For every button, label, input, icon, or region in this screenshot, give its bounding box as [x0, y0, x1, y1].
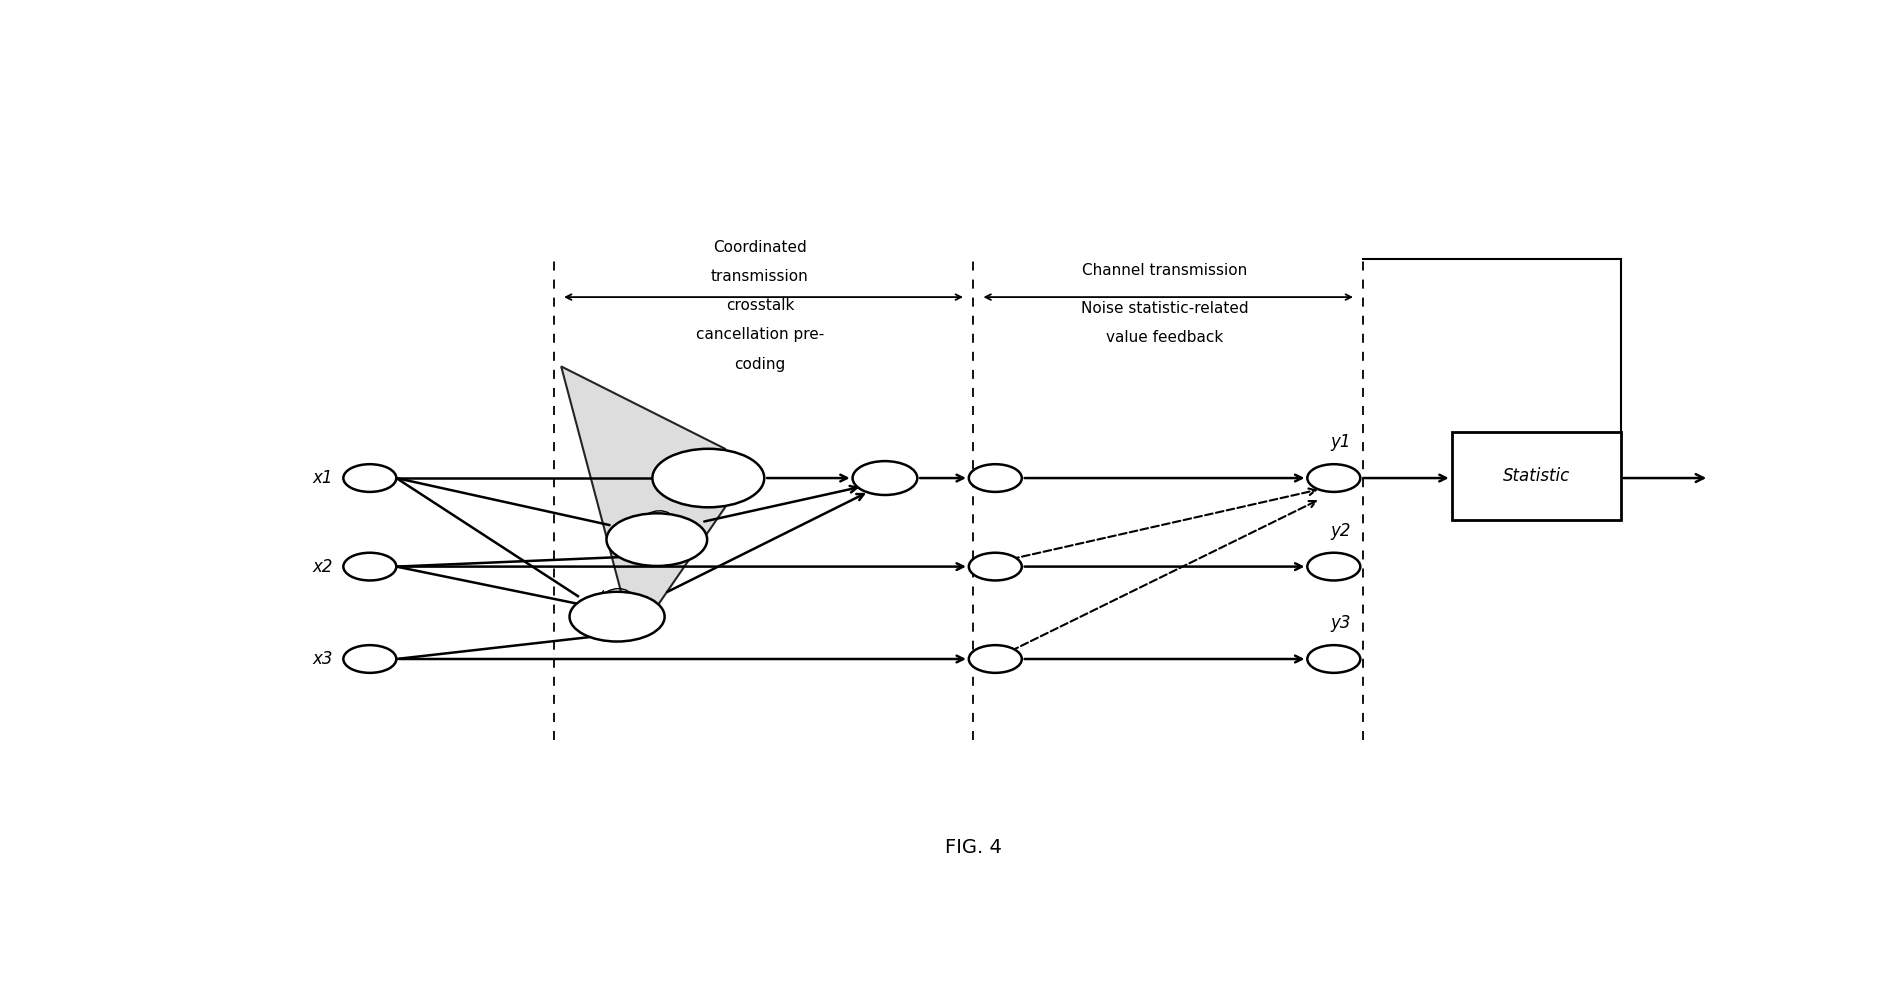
Circle shape — [1306, 553, 1359, 580]
Text: Channel transmission: Channel transmission — [1082, 263, 1247, 278]
Circle shape — [968, 645, 1021, 673]
Text: +: + — [877, 466, 892, 484]
Circle shape — [344, 553, 397, 580]
Circle shape — [344, 464, 397, 492]
Polygon shape — [562, 366, 725, 640]
Bar — [1450, 432, 1619, 520]
Text: Noise statistic-related: Noise statistic-related — [1080, 301, 1247, 316]
Text: w12: w12 — [640, 532, 672, 547]
Text: y1: y1 — [1330, 433, 1351, 451]
Text: coding: coding — [735, 357, 786, 372]
Circle shape — [605, 513, 706, 566]
Text: Statistic: Statistic — [1501, 467, 1570, 485]
Text: value feedback: value feedback — [1105, 330, 1222, 345]
Text: x3: x3 — [313, 650, 332, 668]
Text: cancellation pre-: cancellation pre- — [695, 327, 824, 342]
Text: w13: w13 — [602, 609, 632, 624]
Text: w11: w11 — [693, 471, 723, 486]
Circle shape — [653, 449, 763, 507]
Text: Coordinated: Coordinated — [712, 240, 807, 255]
Circle shape — [1306, 464, 1359, 492]
Text: x2: x2 — [313, 558, 332, 576]
Circle shape — [968, 553, 1021, 580]
Circle shape — [344, 645, 397, 673]
Text: FIG. 4: FIG. 4 — [945, 838, 1000, 857]
Text: crosstalk: crosstalk — [725, 298, 793, 313]
Circle shape — [852, 461, 917, 495]
Text: x1: x1 — [313, 469, 332, 487]
Text: transmission: transmission — [710, 269, 809, 284]
Circle shape — [569, 592, 664, 642]
Circle shape — [1306, 645, 1359, 673]
Text: y3: y3 — [1330, 614, 1351, 632]
Text: y2: y2 — [1330, 522, 1351, 540]
Circle shape — [968, 464, 1021, 492]
